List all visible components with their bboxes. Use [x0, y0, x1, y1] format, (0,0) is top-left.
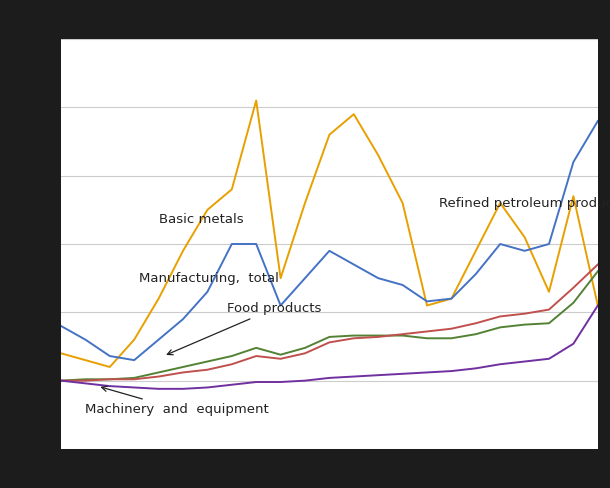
Text: Food products: Food products	[167, 302, 321, 355]
Text: Basic metals: Basic metals	[159, 213, 243, 226]
Text: Machinery  and  equipment: Machinery and equipment	[85, 386, 269, 415]
Text: Manufacturing,  total: Manufacturing, total	[139, 272, 279, 285]
Text: Refined petroleum products: Refined petroleum products	[439, 197, 610, 210]
